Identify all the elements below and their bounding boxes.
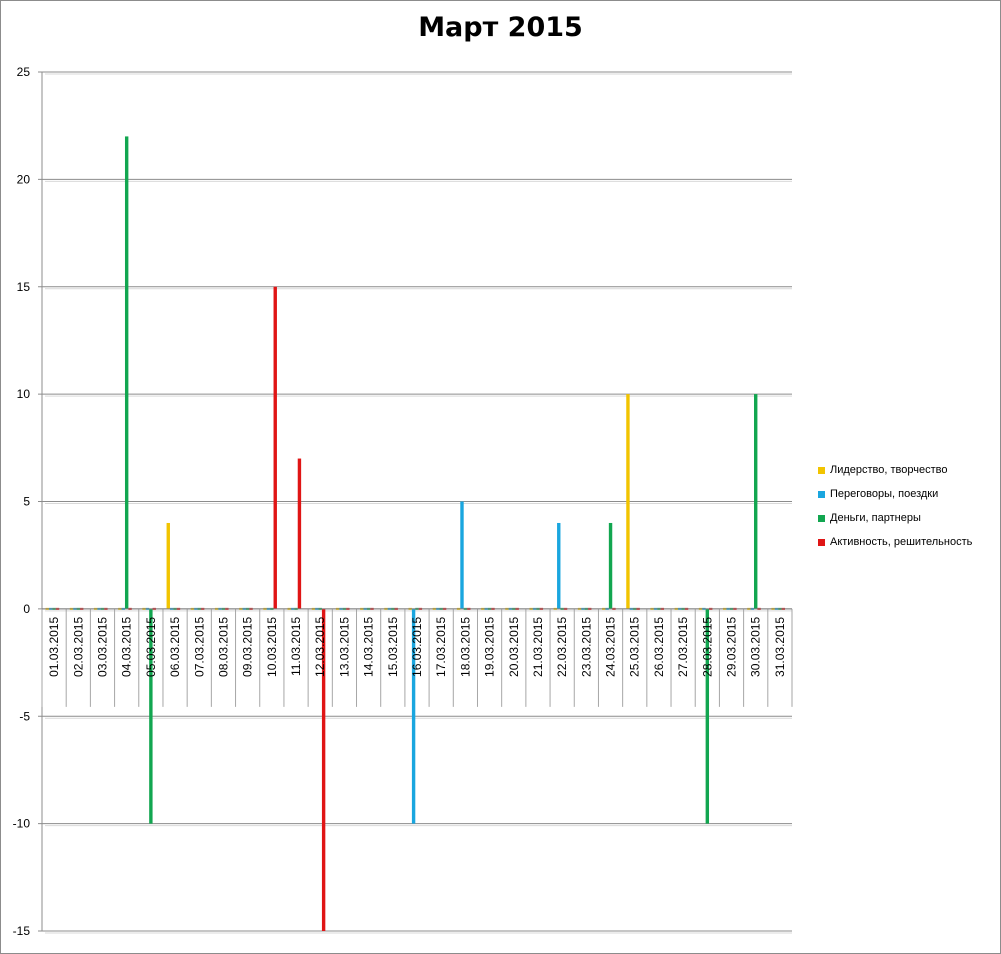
- y-tick-label: 5: [23, 495, 30, 509]
- x-tick-label: 04.03.2015: [120, 617, 134, 677]
- legend-item: Активность, решительность: [818, 530, 972, 554]
- bar: [608, 522, 613, 609]
- bar: [754, 394, 758, 609]
- y-tick-label: -10: [13, 817, 31, 831]
- bar: [557, 522, 561, 609]
- x-tick-label: 15.03.2015: [386, 617, 400, 677]
- y-tick-label: 0: [23, 602, 30, 616]
- x-tick-label: 13.03.2015: [337, 617, 351, 677]
- y-tick-label: -5: [19, 709, 30, 723]
- x-tick-label: 01.03.2015: [47, 617, 61, 677]
- legend-label: Активность, решительность: [830, 536, 973, 548]
- legend-label: Лидерство, творчество: [830, 464, 948, 476]
- chart-title: Март 2015: [418, 12, 583, 43]
- legend-label: Деньги, партнеры: [830, 512, 921, 524]
- legend-item: Деньги, партнеры: [818, 506, 972, 530]
- y-tick-label: 25: [17, 65, 31, 79]
- x-tick-label: 21.03.2015: [531, 617, 545, 677]
- x-tick-label: 05.03.2015: [144, 617, 158, 677]
- x-tick-label: 08.03.2015: [216, 617, 230, 677]
- x-tick-label: 09.03.2015: [241, 617, 255, 677]
- legend: Лидерство, творчество Переговоры, поездки…: [818, 458, 972, 554]
- x-tick-label: 31.03.2015: [773, 617, 787, 677]
- x-tick-label: 20.03.2015: [507, 617, 521, 677]
- legend-label: Переговоры, поездки: [830, 488, 939, 500]
- bar: [124, 136, 129, 609]
- x-tick-label: 16.03.2015: [410, 617, 424, 677]
- x-tick-label: 26.03.2015: [652, 617, 666, 677]
- bar: [321, 608, 326, 931]
- bar: [297, 458, 302, 609]
- bar: [626, 394, 630, 609]
- x-tick-label: 22.03.2015: [555, 617, 569, 677]
- bar: [460, 501, 464, 609]
- x-tick-label: 17.03.2015: [434, 617, 448, 677]
- x-tick-label: 12.03.2015: [313, 617, 327, 677]
- bar: [411, 608, 416, 824]
- x-tick-label: 03.03.2015: [95, 617, 109, 677]
- x-tick-label: 06.03.2015: [168, 617, 182, 677]
- x-tick-label: 14.03.2015: [362, 617, 376, 677]
- legend-swatch: [818, 466, 825, 474]
- x-tick-label: 02.03.2015: [71, 617, 85, 677]
- y-tick-label: 15: [17, 280, 31, 294]
- x-tick-label: 30.03.2015: [749, 617, 763, 677]
- bar: [705, 608, 710, 824]
- x-tick-label: 18.03.2015: [458, 617, 472, 677]
- legend-swatch: [818, 514, 825, 522]
- legend-swatch: [818, 538, 825, 546]
- x-tick-label: 28.03.2015: [700, 617, 714, 677]
- x-tick-label: 10.03.2015: [265, 617, 279, 677]
- legend-item: Переговоры, поездки: [818, 482, 972, 506]
- bar: [166, 522, 170, 609]
- x-tick-label: 23.03.2015: [579, 617, 593, 677]
- x-tick-label: 25.03.2015: [628, 617, 642, 677]
- legend-item: Лидерство, творчество: [818, 458, 972, 482]
- bar: [149, 608, 153, 824]
- x-tick-label: 24.03.2015: [604, 617, 618, 677]
- legend-swatch: [818, 490, 825, 498]
- x-tick-label: 29.03.2015: [725, 617, 739, 677]
- bar: [273, 286, 277, 609]
- y-tick-label: 20: [17, 172, 31, 186]
- x-tick-label: 07.03.2015: [192, 617, 206, 677]
- x-tick-label: 19.03.2015: [483, 617, 497, 677]
- x-tick-label: 11.03.2015: [289, 617, 303, 676]
- y-tick-label: -15: [13, 924, 31, 938]
- x-tick-label: 27.03.2015: [676, 617, 690, 677]
- y-tick-label: 10: [17, 387, 31, 401]
